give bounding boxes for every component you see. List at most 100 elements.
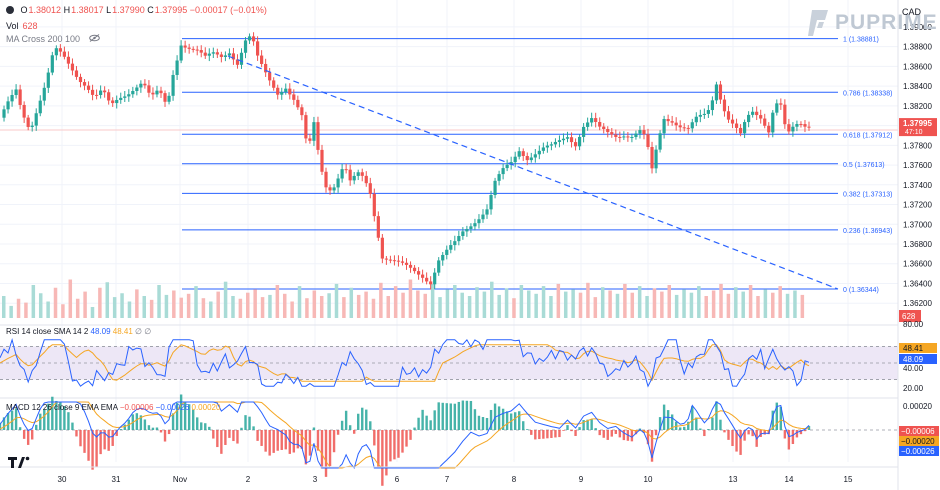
price-tick-label: 1.38200 <box>903 102 932 111</box>
macd-histogram-bar <box>787 430 791 450</box>
macd-histogram-bar <box>348 425 352 430</box>
volume-bar <box>386 296 391 318</box>
candle-body <box>179 45 183 61</box>
candle-body <box>577 136 582 147</box>
macd-histogram-bar <box>530 430 533 435</box>
macd-histogram-bar <box>763 430 766 435</box>
macd-histogram-bar <box>204 423 207 430</box>
candle-body <box>123 96 127 98</box>
fib-level-label: 0.786 (1.38338) <box>843 90 892 97</box>
volume-bar <box>430 283 435 318</box>
macd-histogram-bar <box>256 430 259 441</box>
macd-histogram-bar <box>167 430 171 435</box>
volume-bar <box>164 294 169 318</box>
candle-body <box>288 88 292 95</box>
ma-cross-legend[interactable]: MA Cross 200 100 <box>6 34 100 44</box>
volume-bar <box>112 297 117 318</box>
macd-histogram-bar <box>425 415 428 430</box>
macd-legend[interactable]: MACD 12 26 close 9 EMA EMA −0.00006 −0.0… <box>6 403 220 412</box>
candle-body <box>376 216 380 238</box>
candle-body <box>622 136 626 138</box>
macd-histogram-bar <box>715 401 718 430</box>
time-axis[interactable]: 30 31 Nov 2 3 6 7 8 9 10 13 14 15 <box>0 466 898 484</box>
rsi-pane[interactable] <box>0 324 898 388</box>
macd-histogram-bar <box>87 430 90 461</box>
macd-histogram-bar <box>316 430 320 451</box>
macd-histogram-bar <box>534 430 537 440</box>
macd-histogram-bar <box>743 430 746 441</box>
macd-histogram-bar <box>489 409 493 430</box>
price-axis[interactable]: 1.390001.388001.386001.384001.382001.380… <box>897 0 939 490</box>
candle-body <box>103 90 107 93</box>
candle-body <box>348 169 352 181</box>
volume-bar <box>541 286 546 318</box>
macd-histogram-bar <box>268 430 271 456</box>
volume-bar <box>379 282 383 318</box>
time-tick-label: 13 <box>729 475 738 484</box>
candle-body <box>352 175 356 181</box>
candle-body <box>239 52 244 65</box>
fib-level-label: 0 (1.36344) <box>843 287 879 294</box>
volume-bar <box>364 291 368 318</box>
macd-histogram-bar <box>320 430 324 469</box>
macd-histogram-bar <box>683 426 686 430</box>
macd-histogram-bar <box>485 417 489 430</box>
macd-histogram-bar <box>75 430 78 437</box>
macd-histogram-bar <box>437 402 440 430</box>
macd-histogram-bar <box>51 396 54 430</box>
candle-body <box>795 124 799 127</box>
candle-body <box>545 145 549 148</box>
macd-histogram-bar <box>618 430 622 438</box>
candle-body <box>449 245 453 250</box>
candle-body <box>276 87 280 95</box>
currency-label[interactable]: CAD <box>902 7 922 17</box>
macd-histogram-bar <box>296 430 300 449</box>
candle-body <box>159 90 163 94</box>
macd-histogram-bar <box>312 427 316 430</box>
volume-bar <box>704 296 708 318</box>
macd-histogram-bar <box>747 430 750 435</box>
volume-bar <box>349 287 354 318</box>
macd-histogram-bar <box>111 430 114 446</box>
macd-badge <box>899 446 939 456</box>
candle-body <box>74 70 79 77</box>
volume-bar <box>201 298 206 318</box>
macd-histogram-bar <box>147 425 151 430</box>
macd-histogram-bar <box>200 422 203 430</box>
macd-pane[interactable] <box>0 394 898 486</box>
candle-body <box>437 260 441 273</box>
volume-bar <box>305 298 309 318</box>
candle-body <box>537 150 541 155</box>
candle-body <box>445 249 449 255</box>
rsi-legend[interactable]: RSI 14 close SMA 14 2 48.09 48.41 ∅ ∅ <box>6 327 151 336</box>
price-tick-label: 1.37600 <box>903 161 932 170</box>
macd-histogram-bar <box>453 403 457 430</box>
candle-body <box>6 101 10 110</box>
candle-body <box>429 281 433 285</box>
candle-body <box>541 147 545 151</box>
macd-histogram-bar <box>304 430 308 465</box>
candle-body <box>223 55 227 57</box>
macd-histogram-bar <box>123 424 126 430</box>
last-price-label: 1.37995 <box>903 119 932 128</box>
volume-bar <box>157 285 161 318</box>
macd-histogram-bar <box>300 430 304 449</box>
candle-body <box>183 45 187 48</box>
candle-body <box>465 228 469 232</box>
candle-body <box>682 127 686 129</box>
volume-bar <box>194 286 198 318</box>
volume-bar <box>482 291 487 318</box>
macd-histogram-bar <box>586 419 589 430</box>
volume-bar <box>31 285 36 318</box>
candle-body <box>255 41 260 56</box>
volume-bar <box>630 292 635 318</box>
volume-legend: Vol 628 <box>6 21 38 31</box>
ohlc-change: −0.00017 (−0.01%) <box>189 5 267 15</box>
macd-histogram-bar <box>481 417 485 430</box>
volume-bar <box>356 294 361 318</box>
eye-slash-icon[interactable] <box>88 34 100 44</box>
candle-body <box>726 111 731 120</box>
macd-histogram-bar <box>554 430 557 438</box>
macd-histogram-bar <box>771 410 774 430</box>
